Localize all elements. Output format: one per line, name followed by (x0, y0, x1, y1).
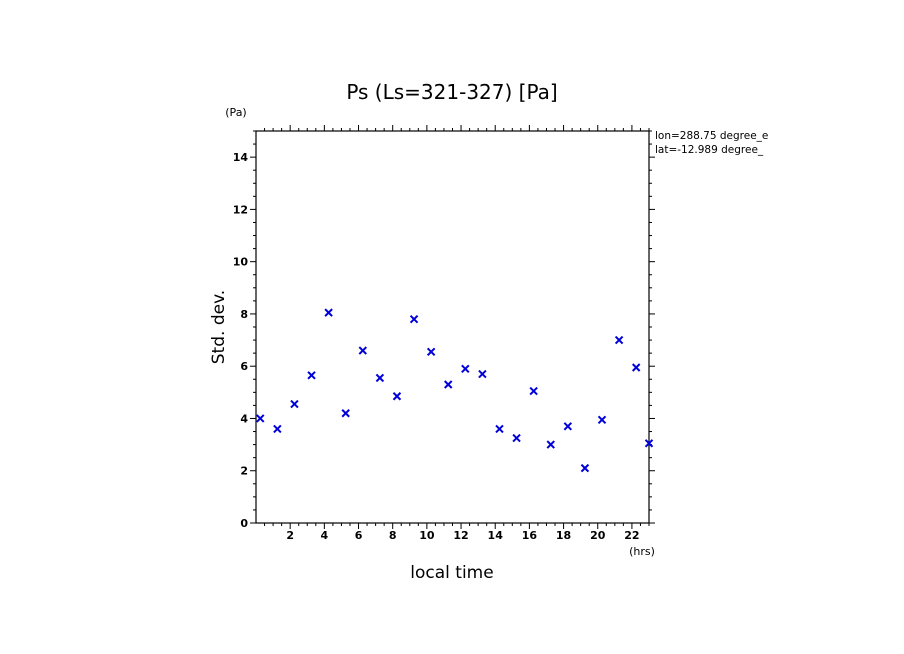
y-tick-label: 2 (240, 465, 248, 478)
x-tick-label: 6 (355, 529, 363, 542)
y-tick-label: 12 (233, 203, 248, 216)
data-point-stroke (461, 364, 470, 374)
data-point (631, 363, 641, 372)
data-point (307, 371, 316, 380)
y-tick-label: 8 (240, 308, 248, 321)
data-point-stroke (273, 424, 282, 434)
x-tick-label: 2 (286, 529, 294, 542)
data-point (290, 399, 299, 409)
data-point-stroke (563, 422, 573, 431)
x-tick-label: 16 (522, 529, 538, 542)
x-tick-label: 14 (488, 529, 504, 542)
x-tick-label: 8 (389, 529, 397, 542)
data-point-stroke (290, 399, 299, 409)
data-points (256, 308, 654, 473)
data-point (358, 346, 368, 355)
data-point-stroke (614, 335, 624, 345)
y-tick-label: 10 (233, 256, 249, 269)
data-point-stroke (375, 373, 385, 383)
x-tick-label: 12 (453, 529, 468, 542)
annotation-lat: lat=-12.989 degree_ (655, 144, 764, 156)
data-point-stroke (409, 314, 419, 324)
data-point (597, 415, 607, 424)
data-point (478, 369, 487, 379)
data-point (341, 409, 350, 418)
y-tick-label: 6 (240, 360, 248, 373)
y-unit-label: (Pa) (225, 106, 246, 119)
data-point-stroke (307, 371, 316, 380)
data-point (546, 440, 555, 449)
data-point (392, 392, 402, 401)
y-tick-label: 4 (240, 412, 248, 425)
data-point-stroke (358, 346, 368, 355)
y-tick-label: 0 (240, 517, 248, 530)
data-point-stroke (597, 415, 607, 424)
data-point-stroke (631, 363, 641, 372)
axis-tick-labels: 0 2 4 6 8 10 12 14 2 4 6 8 10 12 14 16 18 20 22 (233, 151, 640, 542)
x-tick-label: 20 (590, 529, 606, 542)
data-point-stroke (392, 392, 402, 401)
data-point-stroke (426, 347, 436, 357)
data-point-stroke (644, 439, 654, 448)
data-point (461, 364, 470, 374)
x-unit-label: (hrs) (629, 545, 655, 558)
data-point (273, 424, 282, 434)
x-axis-label: local time (410, 563, 493, 583)
data-point (495, 424, 504, 434)
data-point-stroke (341, 409, 350, 418)
annotation-lon: lon=288.75 degree_e (655, 130, 768, 142)
data-point-stroke (478, 369, 487, 379)
data-point (426, 347, 436, 357)
x-tick-label: 22 (624, 529, 639, 542)
data-point-stroke (546, 440, 555, 449)
x-tick-label: 18 (556, 529, 571, 542)
data-point (512, 433, 521, 443)
data-point-stroke (529, 386, 538, 396)
axis-ticks (250, 125, 655, 529)
data-point (614, 335, 624, 345)
data-point-stroke (256, 414, 265, 423)
data-point (409, 314, 419, 324)
x-tick-label: 10 (419, 529, 435, 542)
data-point (444, 380, 453, 389)
data-point (375, 373, 385, 383)
data-point-stroke (444, 380, 453, 389)
x-tick-label: 4 (321, 529, 329, 542)
data-point (580, 463, 590, 473)
data-point (529, 386, 538, 396)
data-point (563, 422, 573, 431)
data-point-stroke (512, 433, 521, 443)
plot-frame (255, 130, 650, 524)
y-axis-label: Std. dev. (209, 290, 229, 364)
data-point (644, 439, 654, 448)
chart-title: Ps (Ls=321-327) [Pa] (346, 80, 557, 104)
data-point-stroke (324, 308, 333, 317)
y-tick-label: 14 (233, 151, 249, 164)
data-point-stroke (580, 463, 590, 473)
data-point-stroke (495, 424, 504, 434)
data-point (324, 308, 333, 317)
data-point (256, 414, 265, 423)
